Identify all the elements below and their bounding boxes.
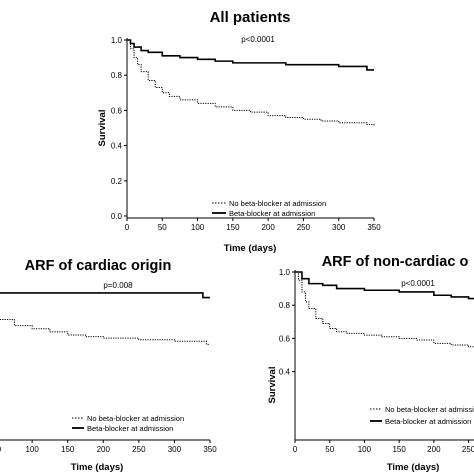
x-tick-label: 0	[125, 223, 130, 232]
x-tick-label: 0	[293, 445, 298, 454]
legend-label-beta-blocker: Beta-blocker at admission	[385, 417, 471, 426]
chart-title: ARF of cardiac origin	[25, 258, 172, 274]
legend-label-beta-blocker: Beta-blocker at admission	[229, 209, 315, 218]
y-tick-label: 0.0	[111, 212, 123, 221]
chart-title: ARF of non-cardiac o	[322, 254, 469, 270]
x-tick-label: 200	[427, 445, 441, 454]
p-value-annotation: p<0.0001	[401, 279, 435, 288]
legend: No beta-blocker at admission Beta-blocke…	[370, 405, 474, 426]
x-tick-label: 350	[367, 223, 381, 232]
x-tick-label: 300	[332, 223, 346, 232]
survival-curve-no-beta-blocker	[0, 318, 210, 345]
legend-label-beta-blocker: Beta-blocker at admission	[87, 424, 173, 433]
x-tick-label: 100	[358, 445, 372, 454]
y-axis-label: Survival	[97, 110, 108, 147]
y-axis-label: Survival	[267, 367, 278, 404]
x-tick-label: 150	[61, 445, 75, 454]
panel-arf-cardiac: ARF of cardiac origin p=0.008 Time (days…	[0, 258, 217, 473]
legend: No beta-blocker at admission Beta-blocke…	[72, 414, 184, 433]
y-tick-label: 0.4	[279, 368, 291, 377]
legend-label-no-beta-blocker: No beta-blocker at admission	[87, 414, 184, 423]
y-tick-label: 0.8	[111, 71, 123, 80]
y-tick-label: 0.4	[111, 142, 123, 151]
y-tick-label: 1.0	[279, 268, 291, 277]
y-tick-label: 0.8	[279, 301, 291, 310]
survival-curve-beta-blocker	[127, 39, 374, 71]
y-tick-label: 0.6	[279, 334, 291, 343]
x-tick-label: 200	[97, 445, 111, 454]
x-tick-label: 100	[191, 223, 205, 232]
y-tick-label: 0.2	[111, 177, 123, 186]
x-tick-label: 350	[203, 445, 217, 454]
y-tick-label: 1.0	[111, 36, 123, 45]
x-axis-label: Time (days)	[224, 243, 277, 254]
x-tick-label: 100	[25, 445, 39, 454]
legend: No beta-blocker at admission Beta-blocke…	[212, 199, 326, 218]
survival-curve-no-beta-blocker	[295, 271, 474, 348]
x-tick-label: 50	[325, 445, 334, 454]
legend-label-no-beta-blocker: No beta-blocker at admission	[229, 199, 326, 208]
p-value-annotation: p<0.0001	[241, 35, 275, 44]
x-tick-label: 250	[297, 223, 311, 232]
chart-title: All patients	[210, 9, 291, 26]
panel-arf-non-cardiac: ARF of non-cardiac o p<0.0001 Time (days…	[267, 254, 474, 473]
y-tick-label: 0.6	[111, 106, 123, 115]
x-axis-label: Time (days)	[71, 462, 124, 473]
x-axis-label: Time (days)	[387, 462, 440, 473]
x-tick-label: 150	[226, 223, 240, 232]
x-tick-label: 300	[168, 445, 182, 454]
survival-curve-beta-blocker	[0, 292, 210, 299]
x-tick-label: 250	[132, 445, 146, 454]
p-value-annotation: p=0.008	[103, 281, 133, 290]
x-tick-label: 250	[462, 445, 474, 454]
survival-curve-beta-blocker	[295, 271, 474, 300]
survival-curve-no-beta-blocker	[127, 39, 375, 127]
x-tick-label: 50	[0, 445, 2, 454]
x-tick-label: 50	[158, 223, 167, 232]
legend-label-no-beta-blocker: No beta-blocker at admission	[385, 405, 474, 414]
x-tick-label: 150	[392, 445, 406, 454]
panel-all-patients: All patients p<0.0001 Time (days) Surviv…	[97, 9, 381, 254]
x-tick-label: 200	[261, 223, 275, 232]
